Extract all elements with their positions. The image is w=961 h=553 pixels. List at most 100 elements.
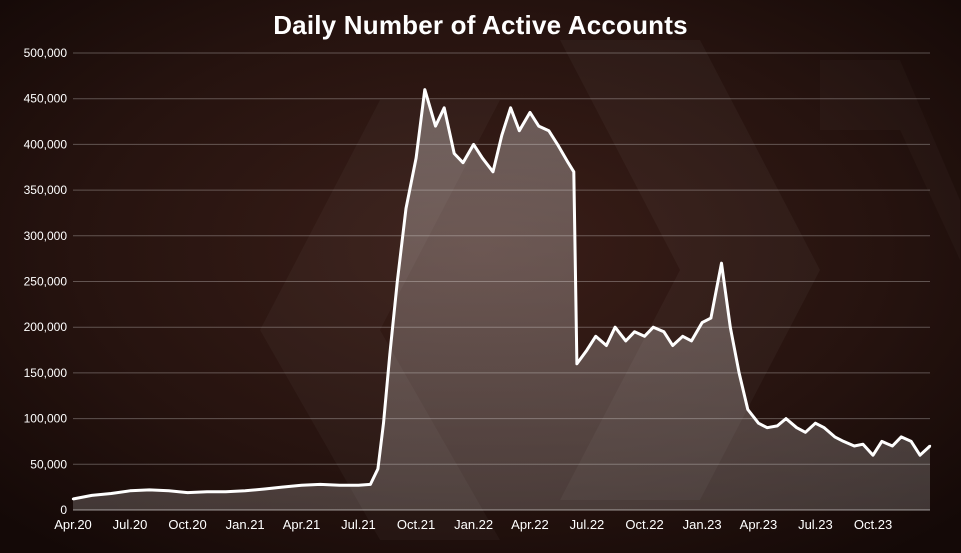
data-point [500,134,503,137]
data-point [338,484,341,487]
y-tick-label: 150,000 [24,366,68,380]
data-point [795,426,798,429]
data-point [369,483,372,486]
data-point [537,124,540,128]
data-point [453,152,456,155]
data-point [861,443,865,446]
chart-title: Daily Number of Active Accounts [273,10,688,40]
data-point [244,489,247,492]
data-point [263,487,266,491]
data-point [804,431,807,434]
data-point [928,444,932,448]
y-tick-label: 200,000 [24,320,68,334]
data-point [528,111,532,114]
y-tick-label: 350,000 [24,183,68,197]
data-point [481,156,484,160]
data-point [404,207,408,210]
x-tick-label: Jan.21 [226,517,265,532]
area-series [71,88,932,510]
data-point [319,483,322,486]
data-point [690,339,693,343]
y-axis: 0 50,000 100,000 150,000 200,000 250,000 300,0… [24,46,68,517]
data-point [396,280,399,283]
data-point [757,422,760,425]
x-tick-label: Oct.22 [625,517,663,532]
data-point [556,143,559,146]
data-point [90,494,94,497]
data-point [900,435,903,439]
x-tick-label: Jul.22 [570,517,605,532]
data-point [594,335,597,338]
data-point [784,417,788,420]
data-point [880,440,883,443]
data-point [671,344,674,347]
data-point [662,330,666,333]
data-point [891,444,894,448]
x-tick-label: Oct.20 [168,517,206,532]
data-point [376,467,380,471]
data-point [729,326,732,329]
data-point [128,489,132,492]
x-tick-label: Jan.22 [454,517,493,532]
x-tick-label: Apr.22 [511,517,549,532]
data-point [186,491,189,494]
data-point [585,348,589,352]
data-point [472,143,475,146]
x-tick-label: Jul.23 [798,517,833,532]
y-tick-label: 500,000 [24,46,68,60]
data-point [814,422,817,425]
data-point [205,490,209,493]
x-tick-label: Oct.23 [854,517,892,532]
data-point [71,497,75,501]
data-point [567,161,570,164]
data-point [746,408,749,411]
data-point [357,484,360,487]
x-tick-label: Apr.21 [283,517,321,532]
data-point [871,454,875,457]
y-tick-label: 400,000 [24,137,68,151]
data-point [461,161,465,164]
data-point [833,435,836,439]
data-point [613,326,617,329]
data-point [823,426,826,429]
data-point [652,326,655,329]
series-line [72,88,932,501]
data-point [167,489,170,492]
data-point [643,335,646,338]
data-point [509,106,512,110]
data-point [624,339,627,343]
data-point [434,124,437,128]
data-point [633,330,636,333]
y-tick-label: 100,000 [24,412,68,426]
data-point [681,335,684,338]
data-point [700,321,704,324]
x-axis: Apr.20 Jul.20 Oct.20 Jan.21 Apr.21 Jul.21 Oct.… [54,517,892,532]
y-tick-label: 0 [60,503,67,517]
x-tick-label: Jan.23 [683,517,722,532]
x-tick-label: Oct.21 [397,517,435,532]
data-point [280,485,284,489]
x-tick-label: Jul.20 [113,517,148,532]
data-point [572,170,575,173]
data-point [737,371,741,375]
data-point [110,492,113,495]
data-point [776,424,779,428]
data-point [918,454,922,457]
data-point [605,344,608,347]
data-point [709,316,713,320]
data-point [853,444,856,448]
data-point [766,426,769,429]
y-tick-label: 300,000 [24,229,68,243]
data-point [423,88,426,91]
data-point [575,362,579,365]
y-tick-label: 50,000 [30,457,67,471]
data-point [414,156,418,160]
data-point [491,170,495,173]
x-tick-label: Apr.23 [740,517,778,532]
data-point [547,129,550,132]
data-point [842,440,845,443]
data-point [148,488,151,492]
data-point [382,422,385,425]
